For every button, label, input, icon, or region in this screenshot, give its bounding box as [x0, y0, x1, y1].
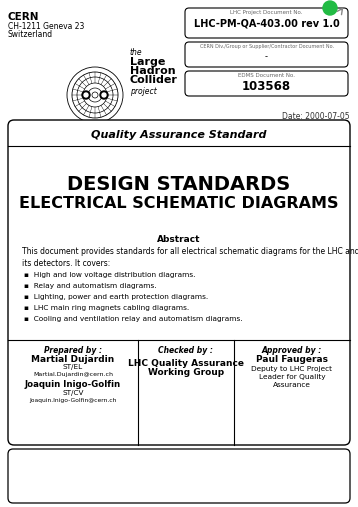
Text: Collider: Collider: [130, 75, 178, 85]
FancyBboxPatch shape: [185, 42, 348, 67]
Text: Joaquin Inigo-Golfin: Joaquin Inigo-Golfin: [25, 380, 121, 389]
Text: Joaquin.Inigo-Golfin@cern.ch: Joaquin.Inigo-Golfin@cern.ch: [29, 398, 117, 403]
Text: Deputy to LHC Project: Deputy to LHC Project: [251, 366, 332, 372]
Text: Approved by :: Approved by :: [262, 346, 322, 355]
Text: Switzerland: Switzerland: [8, 30, 53, 39]
Text: Quality Assurance Standard: Quality Assurance Standard: [91, 130, 267, 140]
Text: Prepared by :: Prepared by :: [44, 346, 102, 355]
FancyBboxPatch shape: [8, 120, 350, 445]
Text: EDMS Document No.: EDMS Document No.: [238, 73, 295, 78]
Circle shape: [323, 1, 337, 15]
Text: Leader for Quality: Leader for Quality: [258, 374, 325, 380]
Circle shape: [100, 91, 108, 99]
FancyBboxPatch shape: [185, 8, 348, 38]
Circle shape: [102, 93, 106, 97]
Text: ST/EL: ST/EL: [63, 364, 83, 370]
Circle shape: [84, 93, 88, 97]
Text: ▪  Lighting, power and earth protection diagrams.: ▪ Lighting, power and earth protection d…: [24, 294, 208, 300]
Text: Assurance: Assurance: [273, 382, 311, 388]
Text: Date: 2000-07-05: Date: 2000-07-05: [282, 112, 350, 121]
Text: Working Group: Working Group: [148, 368, 224, 377]
Text: LHC Project Document No.: LHC Project Document No.: [230, 10, 303, 15]
Text: Abstract: Abstract: [157, 235, 201, 244]
Text: This document provides standards for all electrical schematic diagrams for the L: This document provides standards for all…: [22, 247, 358, 269]
Text: Hadron: Hadron: [130, 66, 176, 76]
Text: ▪  High and low voltage distribution diagrams.: ▪ High and low voltage distribution diag…: [24, 272, 195, 278]
Text: project: project: [130, 87, 157, 96]
Text: LHC-PM-QA-403.00 rev 1.0: LHC-PM-QA-403.00 rev 1.0: [194, 18, 339, 28]
Text: Large: Large: [130, 57, 165, 67]
FancyBboxPatch shape: [185, 71, 348, 96]
Text: the: the: [130, 48, 142, 57]
Text: CH-1211 Geneva 23: CH-1211 Geneva 23: [8, 22, 84, 31]
Text: ▪  Cooling and ventilation relay and automatism diagrams.: ▪ Cooling and ventilation relay and auto…: [24, 316, 243, 322]
Text: CERN Div./Group or Supplier/Contractor Document No.: CERN Div./Group or Supplier/Contractor D…: [199, 44, 334, 49]
Text: LHC Quality Assurance: LHC Quality Assurance: [128, 359, 244, 368]
Text: DESIGN STANDARDS: DESIGN STANDARDS: [67, 175, 291, 194]
FancyBboxPatch shape: [8, 449, 350, 503]
Text: ELECTRICAL SCHEMATIC DIAGRAMS: ELECTRICAL SCHEMATIC DIAGRAMS: [19, 196, 339, 211]
Text: Paul Faugeras: Paul Faugeras: [256, 355, 328, 364]
Text: ▪  LHC main ring magnets cabling diagrams.: ▪ LHC main ring magnets cabling diagrams…: [24, 305, 189, 311]
Text: Martial Dujardin: Martial Dujardin: [32, 355, 115, 364]
Text: Martial.Dujardin@cern.ch: Martial.Dujardin@cern.ch: [33, 372, 113, 377]
Text: ▪  Relay and automatism diagrams.: ▪ Relay and automatism diagrams.: [24, 283, 157, 289]
Text: -: -: [265, 52, 268, 61]
Text: CERN: CERN: [8, 12, 39, 22]
Text: Checked by :: Checked by :: [158, 346, 213, 355]
Circle shape: [82, 91, 90, 99]
Text: ST/CV: ST/CV: [62, 390, 84, 396]
Text: 103568: 103568: [242, 80, 291, 93]
